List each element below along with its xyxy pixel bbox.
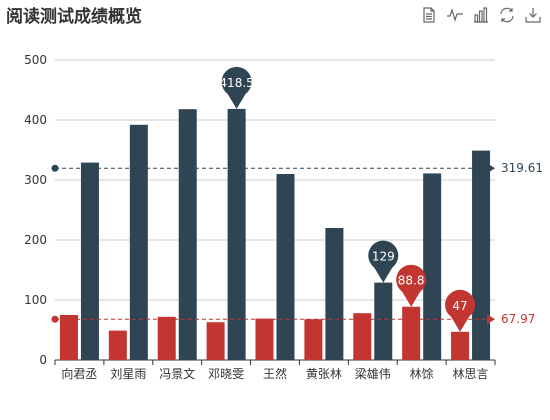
- bar: [80, 162, 99, 360]
- bar: [325, 228, 344, 360]
- bar: [206, 322, 225, 360]
- toolbox: [420, 6, 542, 24]
- y-tick-label: 200: [24, 233, 47, 247]
- x-tick-label: 邓晓雯: [208, 367, 244, 381]
- y-tick-label: 300: [24, 173, 47, 187]
- save-image-icon[interactable]: [524, 6, 542, 24]
- bar: [129, 124, 148, 360]
- y-tick-label: 400: [24, 113, 47, 127]
- x-tick-label: 梁雄伟: [355, 366, 391, 381]
- mark-line-label: 67.97: [501, 312, 535, 326]
- bar: [178, 109, 197, 360]
- chart-title: 阅读测试成绩概览: [6, 7, 142, 27]
- mark-point-label: 47: [452, 299, 467, 313]
- mark-point-pin: [221, 66, 252, 109]
- mark-point-pin: [368, 240, 399, 283]
- bar: [353, 313, 372, 360]
- bar: [157, 316, 176, 360]
- bar: [255, 318, 274, 360]
- data-view-icon[interactable]: [420, 6, 438, 24]
- mark-point-pin: [396, 264, 427, 307]
- mark-line-arrow: [487, 163, 495, 174]
- mark-line-label: 319.61: [501, 161, 543, 175]
- x-tick-label: 向君丞: [61, 366, 97, 381]
- bar-chart-icon[interactable]: [472, 6, 490, 24]
- y-tick-label: 0: [39, 353, 47, 367]
- x-tick-label: 刘星雨: [110, 367, 146, 381]
- bar: [304, 319, 323, 360]
- bar: [423, 173, 442, 360]
- mark-point-label: 418.5: [219, 76, 253, 90]
- y-tick-label: 500: [24, 53, 47, 67]
- x-tick-label: 黄张林: [306, 367, 342, 381]
- bar: [402, 306, 421, 360]
- bar: [374, 282, 393, 360]
- bar: [451, 331, 470, 360]
- x-tick-label: 冯景文: [159, 366, 195, 381]
- bar: [108, 330, 127, 360]
- bar: [227, 108, 246, 361]
- bar: [276, 174, 295, 360]
- bar: [472, 150, 491, 360]
- bar: [59, 315, 78, 360]
- restore-icon[interactable]: [498, 6, 516, 24]
- y-tick-label: 100: [24, 293, 47, 307]
- x-tick-label: 王然: [263, 366, 287, 381]
- x-tick-label: 林馀: [410, 366, 434, 381]
- mark-point-pin: [445, 289, 476, 332]
- mark-point-label: 129: [372, 250, 395, 264]
- mark-line-arrow: [487, 314, 495, 325]
- line-chart-icon[interactable]: [446, 6, 464, 24]
- x-tick-label: 林思言: [453, 367, 489, 381]
- mark-point-label: 88.8: [398, 274, 425, 288]
